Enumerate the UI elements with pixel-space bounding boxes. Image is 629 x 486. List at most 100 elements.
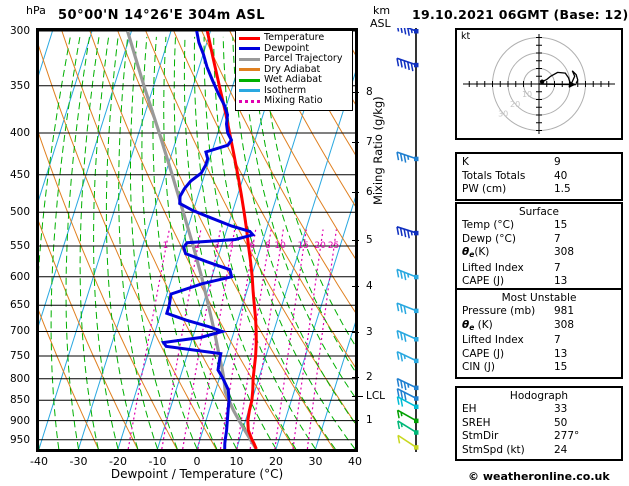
wet-adiabat bbox=[241, 36, 355, 399]
mixing-ratio-labels: 1 2 3 4 6 8 10 15 20 25 bbox=[163, 241, 340, 251]
panel-row-value: 277° bbox=[554, 430, 580, 442]
wet-adiabat bbox=[93, 36, 119, 449]
wind-barb-full-feather bbox=[400, 390, 404, 399]
panel-row: EH 33 bbox=[457, 403, 621, 417]
legend-item: Wet Adiabat bbox=[239, 75, 349, 86]
wind-barb-full-feather bbox=[399, 332, 403, 341]
wind-barb-node bbox=[414, 274, 419, 280]
panel-row-value: 15 bbox=[554, 219, 568, 231]
panel-title: Surface bbox=[518, 206, 559, 218]
height-tick: 7 bbox=[366, 136, 373, 149]
wind-barb-full-feather bbox=[396, 410, 400, 419]
copyright-notice: © weatheronline.co.uk bbox=[468, 470, 610, 483]
wind-barb-full-feather bbox=[396, 23, 400, 32]
wind-barb-staff bbox=[396, 350, 417, 362]
pressure-tick: 650 bbox=[9, 299, 30, 312]
panel-row-key: θe(K) bbox=[462, 246, 490, 259]
wet-adiabat bbox=[251, 36, 355, 373]
height-tick-mark bbox=[352, 420, 359, 422]
legend-swatch-dewpoint bbox=[239, 47, 260, 51]
panel-row: Lifted Index 7 bbox=[457, 262, 621, 276]
height-tick-mark bbox=[352, 332, 359, 334]
wind-barb-staff bbox=[397, 396, 417, 408]
wind-barb-staff bbox=[397, 409, 417, 422]
panel-row-key: EH bbox=[462, 403, 477, 415]
panel-row-key: Temp (°C) bbox=[462, 219, 515, 231]
panel-row-key: StmSpd (kt) bbox=[462, 443, 525, 456]
wet-adiabat bbox=[261, 36, 355, 347]
panel-row-value: 15 bbox=[554, 361, 568, 373]
panel-row: Lifted Index 7 bbox=[457, 334, 621, 348]
wind-barb-full-feather bbox=[400, 380, 404, 389]
height-tick-mark bbox=[352, 376, 359, 378]
wind-barb-node bbox=[414, 385, 419, 391]
panel-row-key: Pressure (mb) bbox=[462, 305, 536, 317]
wind-barb-half-feather bbox=[410, 29, 413, 34]
hodograph-unit-label: kt bbox=[461, 31, 471, 42]
wind-barb-staff bbox=[396, 329, 417, 340]
wet-adiabat bbox=[79, 36, 100, 449]
isotherm bbox=[117, 31, 251, 449]
wet-adiabat bbox=[105, 36, 139, 449]
panel-row-key: SREH bbox=[462, 416, 491, 429]
height-tick-mark bbox=[352, 286, 359, 288]
temperature-line bbox=[205, 31, 258, 449]
wind-barb-staff bbox=[396, 268, 417, 278]
panel-most-unstable: Most Unstable Pressure (mb) 981 θe (K) 308 Li… bbox=[455, 288, 623, 379]
wind-barb-staff bbox=[396, 151, 417, 160]
dry-adiabat bbox=[39, 132, 178, 449]
wind-barb-full-feather bbox=[399, 24, 403, 34]
wind-barb-full-feather bbox=[403, 272, 407, 281]
wind-barb-full-feather bbox=[399, 153, 403, 162]
wet-adiabat bbox=[193, 36, 297, 449]
panel-title: Hodograph bbox=[509, 390, 569, 402]
x-axis-title: Dewpoint / Temperature (°C) bbox=[110, 467, 284, 481]
panel-row: θe (K) 308 bbox=[457, 319, 621, 335]
wind-barb-full-feather bbox=[403, 381, 407, 391]
wind-barb-full-feather bbox=[396, 302, 400, 312]
wind-barb-node bbox=[414, 396, 419, 401]
wind-barb-full-feather bbox=[399, 227, 403, 237]
legend-item: Dry Adiabat bbox=[239, 64, 349, 76]
dry-adiabat bbox=[39, 221, 139, 449]
legend-label: Mixing Ratio bbox=[264, 95, 323, 107]
mixing-ratio-label: 3 bbox=[214, 241, 220, 251]
wind-barb bbox=[396, 388, 419, 401]
wind-barb-full-feather bbox=[406, 61, 410, 71]
panel-stability-indices: K 9 Totals Totals 40 PW (cm) 1.5 bbox=[455, 152, 623, 201]
wind-barb-full-feather bbox=[397, 420, 401, 430]
dry-adiabat bbox=[229, 31, 355, 259]
wind-barb-staff bbox=[396, 57, 417, 66]
wind-barb-full-feather bbox=[403, 26, 407, 35]
temperature-tick: -40 bbox=[30, 455, 48, 468]
dry-adiabat bbox=[117, 31, 335, 449]
legend-swatch-parcel-trajectory bbox=[239, 57, 260, 61]
pressure-tick: 850 bbox=[9, 394, 30, 407]
dry-adiabat bbox=[173, 31, 355, 368]
height-tick-mark bbox=[352, 142, 359, 144]
wind-barb-full-feather bbox=[396, 226, 400, 235]
temperature-tick: 40 bbox=[348, 455, 362, 468]
wind-barb-half-feather bbox=[407, 273, 410, 278]
panel-row-value: 33 bbox=[554, 403, 568, 415]
panel-row-key: Dewp (°C) bbox=[462, 232, 516, 245]
wind-barb bbox=[396, 396, 419, 410]
height-tick: 6 bbox=[366, 185, 373, 198]
wind-barb-half-feather bbox=[406, 155, 410, 160]
wind-barb-full-feather bbox=[403, 60, 407, 69]
wind-barb bbox=[396, 329, 419, 342]
wind-barb-full-feather bbox=[400, 353, 404, 362]
isotherm bbox=[275, 197, 355, 449]
hodograph-plot[interactable]: kt 10 20 30 bbox=[455, 28, 623, 140]
panel-row-key: Lifted Index bbox=[462, 334, 524, 346]
wind-barb bbox=[396, 57, 419, 72]
height-tick-mark bbox=[352, 91, 359, 93]
temperature-tick: -20 bbox=[109, 455, 127, 468]
panel-row: θe(K) 308 bbox=[457, 246, 621, 262]
panel-row-value: 24 bbox=[554, 443, 568, 456]
legend-item: Parcel Trajectory bbox=[239, 54, 349, 65]
hodograph-origin-point bbox=[539, 79, 545, 84]
wind-barb-full-feather bbox=[396, 396, 400, 405]
dry-adiabat bbox=[39, 310, 99, 449]
temperature-tick: 10 bbox=[229, 455, 244, 468]
